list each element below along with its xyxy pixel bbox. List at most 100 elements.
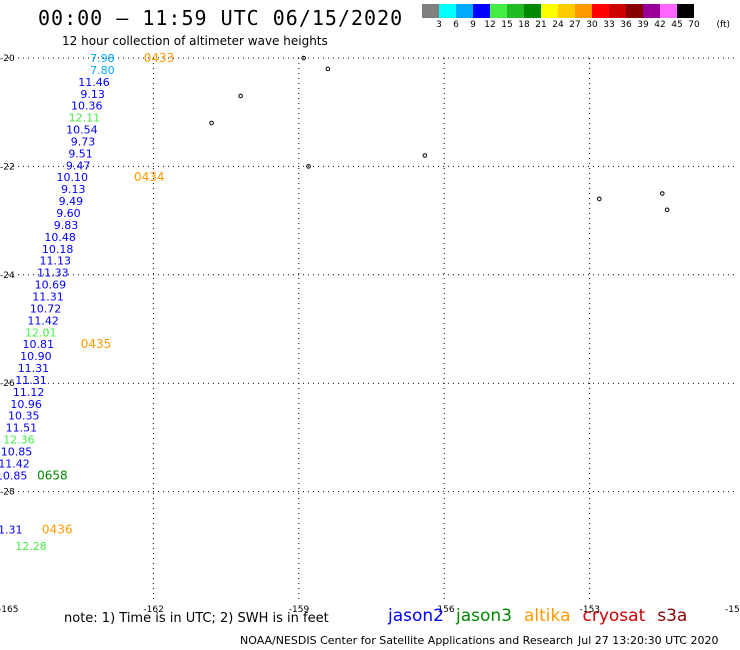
color-scale-label: 36 — [620, 20, 632, 30]
color-swatch — [558, 4, 575, 18]
color-swatch — [456, 4, 473, 18]
x-tick-label: -165 — [0, 605, 18, 615]
color-swatch — [575, 4, 592, 18]
wave-height-reading: 10.10 — [56, 171, 88, 184]
wave-height-reading: 10.54 — [66, 124, 98, 137]
color-swatch — [524, 4, 541, 18]
wave-height-reading: 7.98 — [90, 52, 115, 65]
island-marker — [301, 55, 306, 61]
color-scale-label: 6 — [453, 20, 459, 30]
legend-altika: altika — [524, 606, 571, 626]
wave-height-reading: 9.13 — [61, 183, 86, 196]
y-tick-label: -24 — [0, 271, 15, 281]
x-tick-label: -153 — [580, 605, 600, 615]
pass-time-label: 0433 — [144, 51, 175, 65]
wave-height-reading: 11.31 — [32, 290, 64, 303]
color-scale-labels: 3 6 9 12 15 18 21 24 27 30 33 36 39 42 45 70 — [422, 20, 728, 34]
wave-height-reading: 10.36 — [71, 100, 103, 113]
credit-text: NOAA/NESDIS Center for Satellite Applica… — [240, 634, 574, 647]
color-scale-label: 24 — [552, 20, 564, 30]
wave-height-reading: 11.42 — [27, 314, 59, 327]
color-swatch — [592, 4, 609, 18]
wave-height-reading: 12.01 — [25, 326, 57, 339]
wave-height-reading: 10.96 — [10, 398, 42, 411]
x-tick-label: -150 — [725, 605, 740, 615]
page-title: 00:00 – 11:59 UTC 06/15/2020 — [38, 6, 404, 30]
island-marker — [660, 191, 665, 196]
color-scale-label: 9 — [470, 20, 476, 30]
wave-height-reading: 12.11 — [69, 112, 101, 125]
wave-height-reading: 10.48 — [44, 231, 76, 244]
pass-time-label: 0434 — [134, 170, 165, 184]
wave-height-reading: 9.73 — [71, 135, 96, 148]
color-swatch — [677, 4, 694, 18]
island-marker — [422, 153, 428, 158]
pass-time-label: 0436 — [42, 523, 73, 537]
legend-jason3: jason3 — [456, 606, 512, 626]
pass-time-label: 0658 — [37, 468, 68, 482]
wave-height-reading: 11.31 — [15, 374, 47, 387]
color-scale-label: 27 — [569, 20, 581, 30]
y-tick-label: -22 — [0, 162, 15, 172]
island-marker — [306, 164, 311, 169]
wave-height-reading: 11.31 — [18, 362, 50, 375]
color-scale-label: 39 — [637, 20, 649, 30]
color-swatch — [643, 4, 660, 18]
color-swatch — [541, 4, 558, 18]
color-swatch — [507, 4, 524, 18]
color-swatch — [626, 4, 643, 18]
wave-height-reading: 11.13 — [40, 255, 72, 268]
color-scale-unit: (ft) — [716, 20, 730, 30]
color-scale-label: 33 — [603, 20, 615, 30]
wave-height-reading: 10.69 — [35, 279, 67, 292]
wave-height-reading: 11.42 — [0, 457, 30, 470]
page-subtitle: 12 hour collection of altimeter wave hei… — [62, 34, 328, 48]
wave-height-reading: 10.35 — [8, 410, 40, 423]
color-scale-label: 21 — [535, 20, 547, 30]
island-marker — [209, 120, 214, 126]
wave-height-reading: 7.80 — [90, 64, 115, 77]
legend-s3a: s3a — [657, 606, 688, 626]
wave-height-reading: 11.51 — [6, 422, 38, 435]
wave-height-reading: 9.13 — [80, 88, 105, 101]
color-scale-swatches — [422, 4, 728, 18]
y-tick-label: -28 — [0, 488, 15, 498]
wave-height-reading: 9.47 — [66, 159, 91, 172]
x-tick-label: -162 — [143, 605, 163, 615]
wave-height-reading: 12.36 — [3, 434, 35, 447]
wave-height-reading: 12.28 — [15, 540, 47, 553]
x-tick-label: -159 — [289, 605, 310, 615]
legend-cryosat: cryosat — [582, 606, 646, 626]
island-marker — [238, 93, 243, 99]
island-marker — [596, 196, 602, 202]
wave-height-reading: 9.49 — [59, 195, 84, 208]
y-tick-label: -20 — [0, 54, 15, 64]
color-swatch — [609, 4, 626, 18]
color-scale-label: 3 — [436, 20, 442, 30]
color-scale-label: 70 — [688, 20, 700, 30]
y-tick-label: -26 — [0, 379, 15, 389]
color-scale-label: 15 — [501, 20, 513, 30]
wave-height-reading: 11.33 — [37, 267, 69, 280]
island-marker — [664, 207, 670, 213]
color-scale-label: 30 — [586, 20, 598, 30]
color-swatch — [490, 4, 507, 18]
pass-time-label: 0435 — [81, 337, 112, 351]
wave-height-reading: 9.60 — [56, 207, 81, 220]
wave-height-reading: 10.18 — [42, 243, 74, 256]
wave-height-reading: 9.83 — [54, 219, 79, 232]
color-swatch — [473, 4, 490, 18]
color-scale-label: 45 — [671, 20, 683, 30]
wave-height-reading: 10.85 — [0, 469, 27, 482]
wave-height-reading: 9.51 — [68, 147, 93, 160]
color-scale-label: 18 — [518, 20, 530, 30]
color-swatch — [439, 4, 456, 18]
legend-jason2: jason2 — [388, 606, 444, 626]
color-scale: 3 6 9 12 15 18 21 24 27 30 33 36 39 42 45 70 (ft) — [422, 4, 730, 36]
wave-height-reading: 10.90 — [20, 350, 52, 363]
satellite-legend: jason2 jason3 altika cryosat s3a — [388, 606, 699, 626]
color-swatch — [660, 4, 677, 18]
color-swatch — [422, 4, 439, 18]
wave-height-reading: 11.31 — [0, 524, 23, 537]
